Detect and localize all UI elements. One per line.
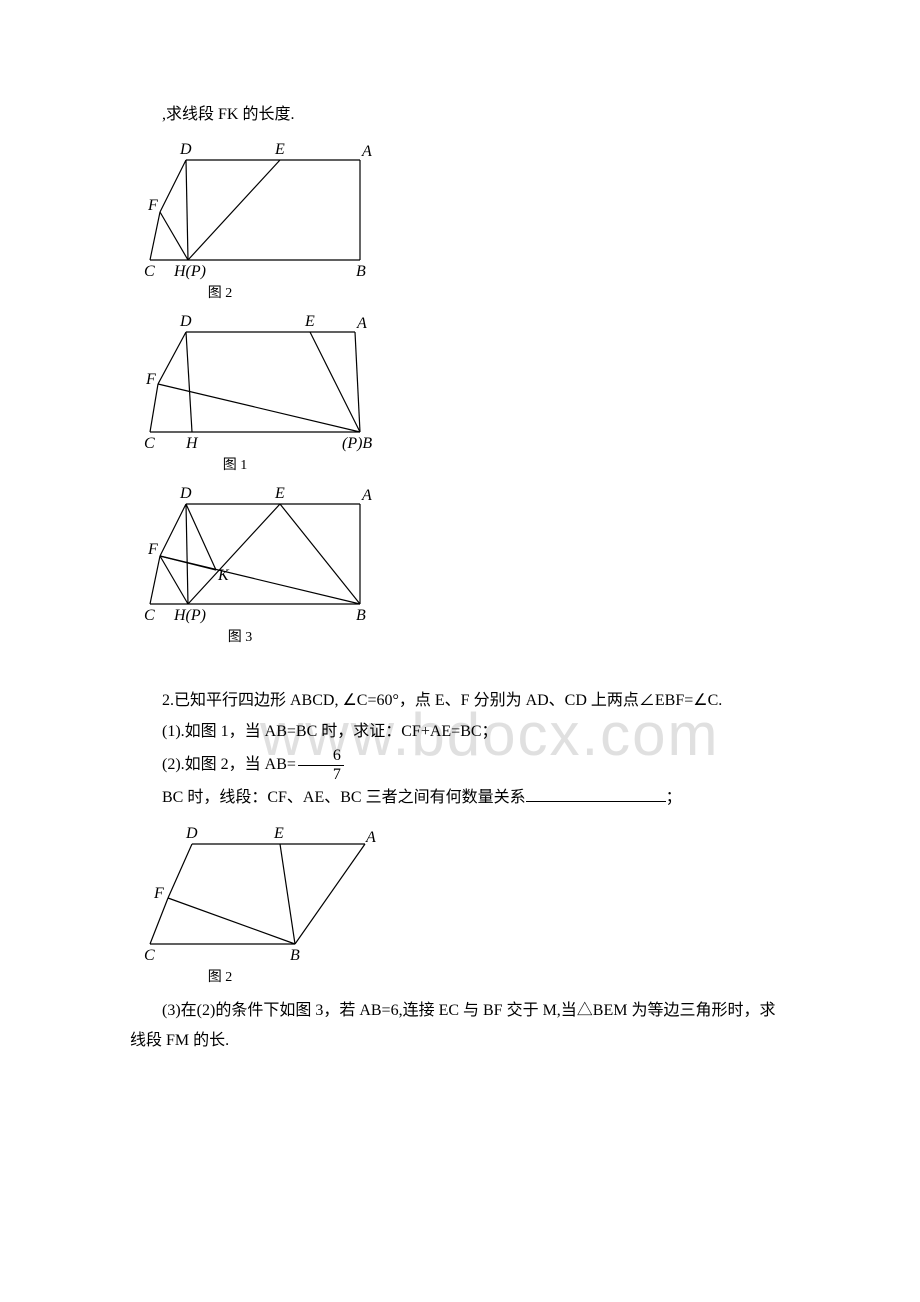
label-C: C (144, 947, 155, 964)
figure-2-bottom: D E A F C B 图 2 (130, 824, 790, 986)
label-D: D (179, 141, 192, 158)
label-F: F (147, 197, 158, 214)
line-fk: ,求线段 FK 的长度. (130, 100, 790, 130)
label-E: E (273, 825, 284, 842)
label-HP: H(P) (173, 263, 206, 280)
q2-p2b: BC 时，线段：CF、AE、BC 三者之间有何数量关系 (162, 789, 526, 806)
label-B: B (290, 947, 300, 964)
fig2-caption: 图 2 (130, 282, 310, 302)
label-C: C (144, 263, 155, 280)
label-H: H (185, 435, 199, 452)
label-F: F (147, 541, 158, 558)
q2-p2a: (2).如图 2，当 AB= (162, 756, 296, 773)
label-D: D (179, 313, 192, 330)
q2-p3: (3)在(2)的条件下如图 3，若 AB=6,连接 EC 与 BF 交于 M,当… (130, 996, 790, 1057)
label-HP: H(P) (173, 607, 206, 624)
label-F: F (145, 371, 156, 388)
label-C: C (144, 607, 155, 624)
figure-1: D E A F C H (P)B 图 1 (130, 312, 790, 474)
q2-intro: 2.已知平行四边形 ABCD, ∠C=60°，点 E、F 分别为 AD、CD 上… (130, 686, 790, 716)
label-E: E (274, 485, 285, 502)
figure-3: D E A F K C H(P) B 图 3 (130, 484, 790, 646)
label-A: A (361, 143, 372, 160)
label-A: A (361, 487, 372, 504)
label-E: E (304, 313, 315, 330)
fig3-caption: 图 3 (130, 626, 350, 646)
q2-p2-line1: (2).如图 2，当 AB=67 (130, 747, 790, 783)
label-D: D (179, 485, 192, 502)
label-A: A (356, 315, 367, 332)
label-E: E (274, 141, 285, 158)
fig1-caption: 图 1 (130, 454, 340, 474)
q2-p1: (1).如图 1，当 AB=BC 时，求证：CF+AE=BC； (130, 717, 790, 747)
label-B: B (356, 607, 366, 624)
label-F: F (153, 885, 164, 902)
label-PB: (P)B (342, 435, 372, 452)
label-K: K (217, 567, 230, 584)
label-C: C (144, 435, 155, 452)
label-B: B (356, 263, 366, 280)
blank-answer (526, 785, 666, 802)
fraction-6-7: 67 (298, 747, 344, 783)
label-A: A (365, 829, 376, 846)
q2-p2c: ； (666, 789, 682, 806)
label-D: D (185, 825, 198, 842)
figure-2-top: D E A F C H(P) B 图 2 (130, 140, 790, 302)
q2-p2-line2: BC 时，线段：CF、AE、BC 三者之间有何数量关系 ； (130, 783, 790, 813)
fig2b-caption: 图 2 (130, 966, 310, 986)
